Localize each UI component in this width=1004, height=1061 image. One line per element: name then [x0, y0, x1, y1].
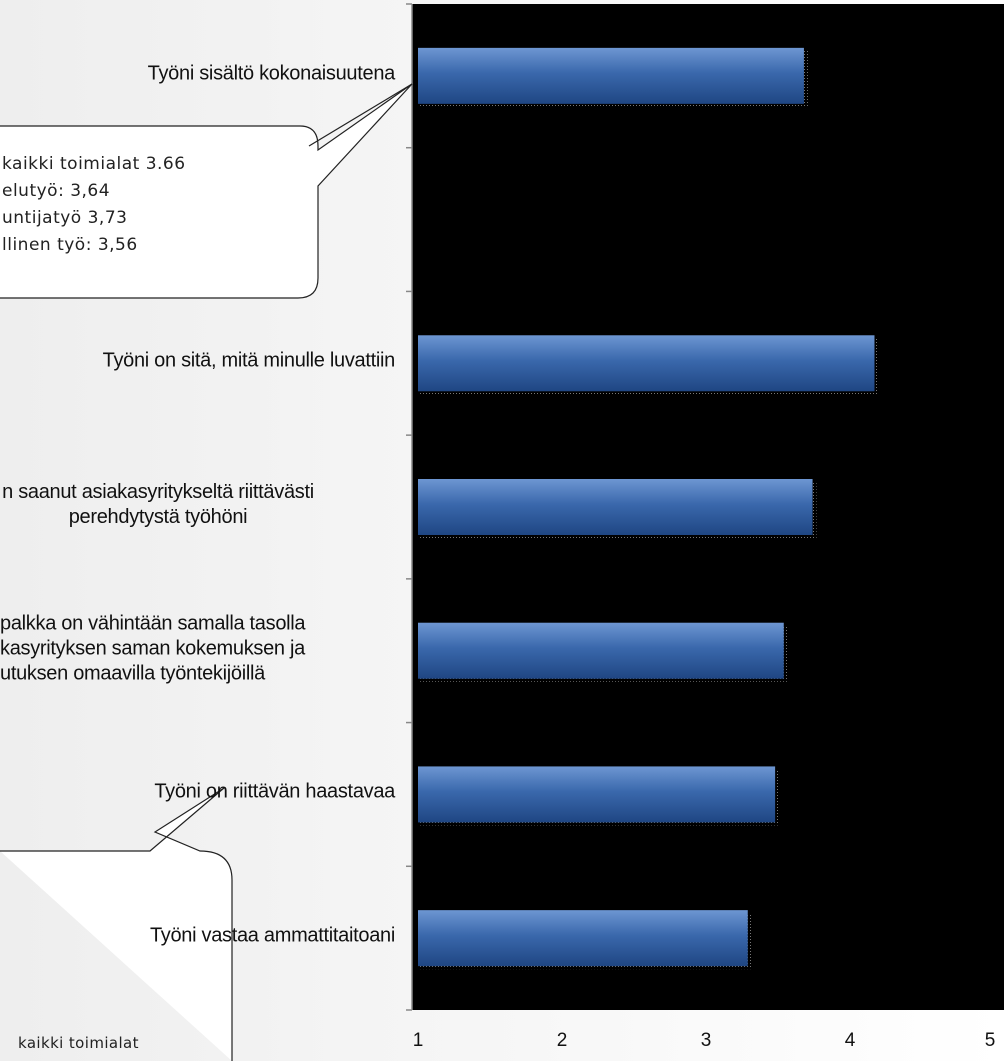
callout-pointer	[308, 83, 413, 147]
x-tick-label: 1	[412, 1030, 424, 1051]
callout-1-line: llinen työ: 3,56	[2, 235, 138, 255]
callout-1-line: untijatyö 3,73	[2, 208, 128, 228]
x-tick-label: 2	[556, 1030, 568, 1051]
category-label-line: perehdytystä työhöni	[68, 506, 248, 528]
category-label-line: utuksen omaavilla työntekijöillä	[0, 662, 265, 685]
bar	[418, 479, 813, 535]
callout-bubble-2	[0, 787, 233, 1061]
x-tick-label: 4	[844, 1030, 856, 1051]
bar	[418, 335, 875, 392]
x-tick-label: 3	[700, 1030, 712, 1051]
callout-1-line: kaikki toimialat 3.66	[2, 154, 186, 174]
bar	[418, 47, 804, 104]
category-label: palkka on vähintään samalla tasolla kasyr…	[0, 611, 480, 686]
bar	[418, 622, 784, 679]
callout-2-text: kaikki toimialat	[18, 1034, 139, 1052]
category-label: n saanut asiakasyritykseltä riittävästi p…	[0, 480, 398, 530]
bar	[418, 910, 748, 967]
x-tick-label: 5	[984, 1030, 996, 1051]
callout-1-line: elutyö: 3,64	[2, 181, 111, 201]
category-label-line: n saanut asiakasyritykseltä riittävästi	[2, 481, 314, 503]
category-label: Työni sisältö kokonaisuutena	[147, 62, 396, 85]
category-label: Työni on sitä, mitä minulle luvattiin	[102, 349, 396, 372]
category-label-line: palkka on vähintään samalla tasolla	[0, 612, 306, 635]
category-label: Työni on riittävän haastavaa	[154, 780, 395, 803]
category-label: Työni vastaa ammattitaitoani	[149, 924, 395, 947]
category-label-line: kasyrityksen saman kokemuksen ja	[0, 637, 305, 660]
bar	[418, 766, 776, 823]
callout-2-line: kaikki toimialat	[18, 1034, 139, 1052]
callout-1-text: kaikki toimialat 3.66 elutyö: 3,64 untij…	[2, 151, 186, 259]
